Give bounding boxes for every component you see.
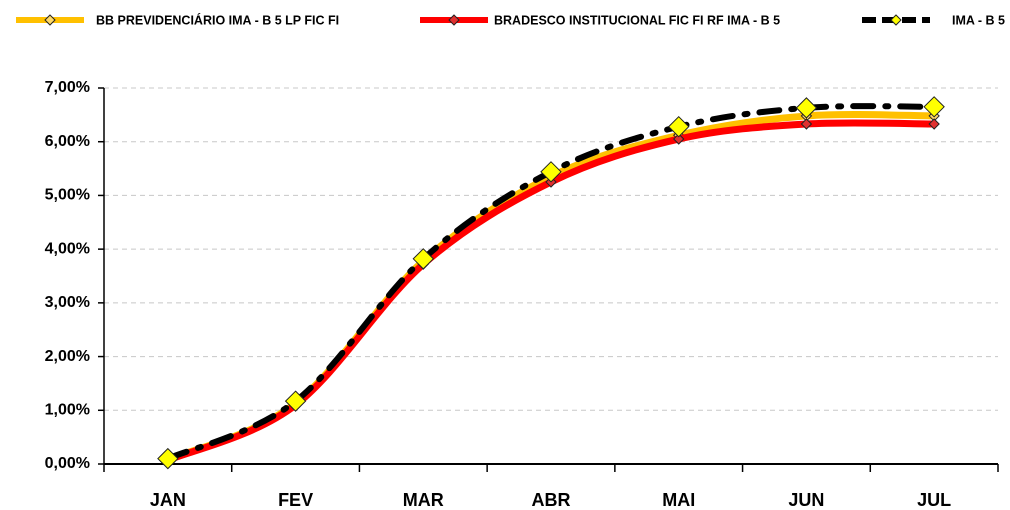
legend-marker [448,14,460,26]
series-marker [540,161,562,183]
series-marker [795,97,818,119]
series-marker [412,248,434,270]
legend-label: BB PREVIDENCIÁRIO IMA - B 5 LP FIC FI [96,12,339,27]
y-tick-label: 6,00% [45,133,90,150]
legend-marker [890,14,902,26]
y-tick-label: 1,00% [45,402,90,419]
y-tick-label: 7,00% [45,79,90,96]
x-tick-label: MAR [403,490,444,510]
series-marker [923,96,945,118]
x-tick-label: JUL [917,490,951,510]
series-marker [668,115,690,138]
series-line [164,103,938,462]
x-tick-label: JUN [788,490,824,510]
legend-label: BRADESCO INSTITUCIONAL FIC FI RF IMA - B… [494,13,780,27]
series-marker [284,390,307,412]
x-tick-label: ABR [532,490,571,510]
x-tick-label: JAN [150,490,186,510]
series-marker [800,118,813,130]
y-tick-label: 2,00% [45,348,90,365]
x-tick-label: FEV [278,490,313,510]
y-tick-label: 0,00% [45,455,90,472]
series-marker [928,118,940,130]
series-marker [157,447,179,470]
y-tick-label: 3,00% [45,294,90,311]
y-tick-label: 5,00% [45,187,90,204]
series-marker [673,133,685,145]
x-tick-label: MAI [662,490,695,510]
legend-label: IMA - B 5 [952,13,1005,27]
legend-marker [44,14,56,26]
y-tick-label: 4,00% [45,240,90,257]
